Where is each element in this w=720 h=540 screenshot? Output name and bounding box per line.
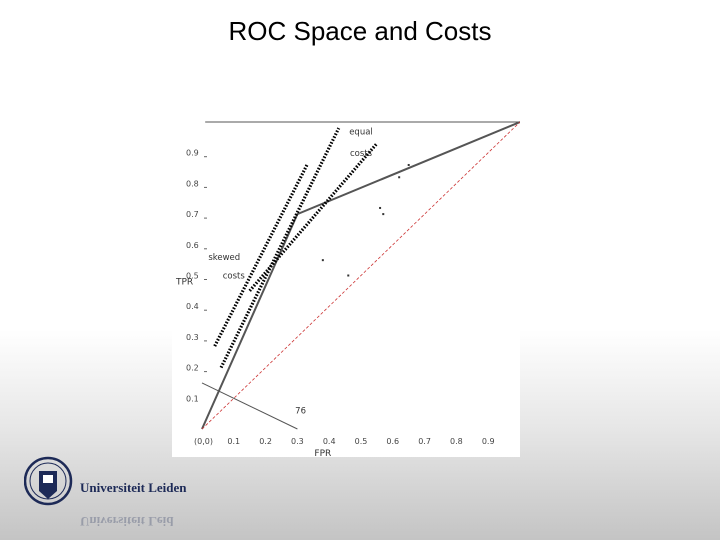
x-tick-label: 0.9	[482, 437, 495, 446]
x-tick-label: 0.2	[259, 437, 272, 446]
annotation-label: 76	[295, 407, 306, 417]
x-tick-label: 0.1	[227, 437, 240, 446]
classifier-point	[347, 274, 350, 277]
seal-icon	[24, 456, 73, 506]
y-tick-label: 0.2	[186, 364, 199, 373]
y-tick-label: 0.7	[186, 210, 199, 219]
university-logo: Universiteit Leiden	[24, 455, 187, 511]
x-tick-label: 0.3	[291, 437, 304, 446]
annotation-label: skewed	[208, 253, 240, 263]
y-tick-label: 0.6	[186, 241, 199, 250]
roc-chart: (0,0) 0.1 0.2 0.3 0.4 0.5 0.6 0.7 0.8 0.9 0.1 0.2 0.…	[172, 119, 520, 457]
x-tick-label: 0.5	[355, 437, 368, 446]
x-tick-label: (0,0)	[194, 437, 213, 446]
x-tick-label: 0.4	[323, 437, 336, 446]
slide-title: ROC Space and Costs	[228, 16, 492, 46]
iso-equal-costs-line	[248, 142, 379, 292]
diagonal-line	[201, 121, 520, 430]
annotation-label: costs	[350, 149, 373, 159]
annotation-label: costs	[223, 272, 246, 282]
x-axis-label: FPR	[314, 449, 331, 457]
chart-svg: (0,0) 0.1 0.2 0.3 0.4 0.5 0.6 0.7 0.8 0.9 0.1 0.2 0.…	[175, 121, 520, 457]
y-tick-label: 0.3	[186, 333, 199, 342]
y-tick-label: 0.9	[186, 149, 199, 158]
classifier-point	[379, 206, 382, 209]
university-name: Universiteit Leiden	[80, 480, 187, 495]
x-tick-label: 0.7	[418, 437, 431, 446]
roc-convex-hull-line	[201, 121, 520, 430]
logo-reflection: Universiteit Leiden	[24, 511, 174, 540]
classifier-point	[321, 259, 324, 262]
iso-skewed-costs-line	[219, 127, 341, 369]
y-tick-label: 0.5	[186, 272, 199, 281]
y-tick-label: 0.8	[186, 179, 199, 188]
university-name-reflection: Universiteit Leiden	[80, 514, 174, 529]
y-axis-label: TPR	[175, 278, 193, 288]
classifier-point	[398, 176, 401, 179]
classifier-point	[382, 213, 385, 216]
classifier-point	[407, 163, 410, 166]
iso-performance-line	[201, 382, 298, 430]
x-tick-label: 0.6	[386, 437, 399, 446]
annotation-label: equal	[349, 127, 373, 137]
x-tick-label: 0.8	[450, 437, 463, 446]
y-tick-label: 0.1	[186, 394, 199, 403]
y-tick-label: 0.4	[186, 302, 199, 311]
